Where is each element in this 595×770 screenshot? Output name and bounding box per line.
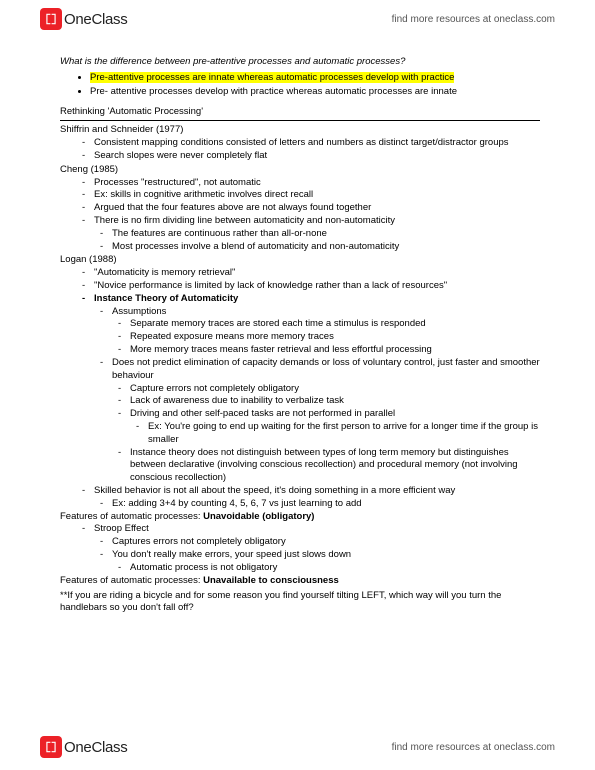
logan-driving-ex: Ex: You're going to end up waiting for t… [60,421,540,447]
option-1: Pre-attentive processes are innate where… [90,72,540,85]
heading-rule [60,120,540,121]
list-item: Lack of awareness due to inability to ve… [118,395,540,408]
logan-skilled: Skilled behavior is not all about the sp… [60,485,540,498]
feat2-note: **If you are riding a bicycle and for so… [60,590,540,616]
list-item: Repeated exposure means more memory trac… [118,331,540,344]
features-1-title: Features of automatic processes: Unavoid… [60,511,540,524]
list-item: Argued that the four features above are … [82,202,540,215]
list-item: Ex: adding 3+4 by counting 4, 5, 6, 7 vs… [100,498,540,511]
author-cheng: Cheng (1985) [60,164,540,177]
logan-theory-sub: Assumptions [60,306,540,319]
header: OneClass find more resources at oneclass… [0,0,595,36]
brand-name: OneClass [64,11,127,28]
list-item: Consistent mapping conditions consisted … [82,137,540,150]
list-item: Ex: You're going to end up waiting for t… [136,421,540,447]
document-body: What is the difference between pre-atten… [0,36,595,625]
feat1-sub2: Automatic process is not obligatory [60,562,540,575]
list-item: You don't really make errors, your speed… [100,549,540,562]
header-tagline[interactable]: find more resources at oneclass.com [392,14,555,25]
list-item: Instance theory does not distinguish bet… [118,447,540,485]
feat2-bold: Unavailable to consciousness [203,575,339,586]
list-item: More memory traces means faster retrieva… [118,344,540,357]
cheng-subpoints: The features are continuous rather than … [60,228,540,254]
list-item: There is no firm dividing line between a… [82,215,540,228]
feat1-sub: Captures errors not completely obligator… [60,536,540,562]
cheng-points: Processes "restructured", not automatic … [60,177,540,228]
brand-logo-footer: OneClass [40,736,127,758]
logan-instance-note: Instance theory does not distinguish bet… [60,447,540,485]
list-item: Captures errors not completely obligator… [100,536,540,549]
list-item: Does not predict elimination of capacity… [100,357,540,383]
list-item: Most processes involve a blend of automa… [100,241,540,254]
list-item: Instance Theory of Automaticity [82,293,540,306]
author-shiffrin: Shiffrin and Schneider (1977) [60,124,540,137]
option-2-text: Pre- attentive processes develop with pr… [90,86,457,97]
option-1-text: Pre-attentive processes are innate where… [90,72,454,83]
list-item: The features are continuous rather than … [100,228,540,241]
list-item: "Automaticity is memory retrieval" [82,267,540,280]
answer-options: Pre-attentive processes are innate where… [60,72,540,99]
logan-skilled-ex: Ex: adding 3+4 by counting 4, 5, 6, 7 vs… [60,498,540,511]
book-icon [40,736,62,758]
feat2-pre: Features of automatic processes: [60,575,203,586]
features-2-title: Features of automatic processes: Unavail… [60,575,540,588]
footer-tagline[interactable]: find more resources at oneclass.com [392,742,555,753]
logan-doesnot: Does not predict elimination of capacity… [60,357,540,383]
feat1-bold: Unavoidable (obligatory) [203,511,314,522]
author-logan: Logan (1988) [60,254,540,267]
question-text: What is the difference between pre-atten… [60,56,540,69]
section-heading: Rethinking 'Automatic Processing' [60,106,540,119]
logan-assumptions: Separate memory traces are stored each t… [60,318,540,356]
list-item: Search slopes were never completely flat [82,150,540,163]
list-item: Automatic process is not obligatory [118,562,540,575]
feat1-pre: Features of automatic processes: [60,511,203,522]
shiffrin-points: Consistent mapping conditions consisted … [60,137,540,163]
list-item: Processes "restructured", not automatic [82,177,540,190]
feat1-points: Stroop Effect [60,523,540,536]
footer: OneClass find more resources at oneclass… [0,728,595,764]
list-item: Stroop Effect [82,523,540,536]
brand-name-footer: OneClass [64,739,127,756]
list-item: Assumptions [100,306,540,319]
list-item: "Novice performance is limited by lack o… [82,280,540,293]
logan-points: "Automaticity is memory retrieval" "Novi… [60,267,540,305]
list-item: Separate memory traces are stored each t… [118,318,540,331]
logan-doesnot-sub: Capture errors not completely obligatory… [60,383,540,421]
list-item: Ex: skills in cognitive arithmetic invol… [82,189,540,202]
list-item: Driving and other self-paced tasks are n… [118,408,540,421]
option-2: Pre- attentive processes develop with pr… [90,86,540,99]
list-item: Capture errors not completely obligatory [118,383,540,396]
list-item: Skilled behavior is not all about the sp… [82,485,540,498]
book-icon [40,8,62,30]
brand-logo: OneClass [40,8,127,30]
